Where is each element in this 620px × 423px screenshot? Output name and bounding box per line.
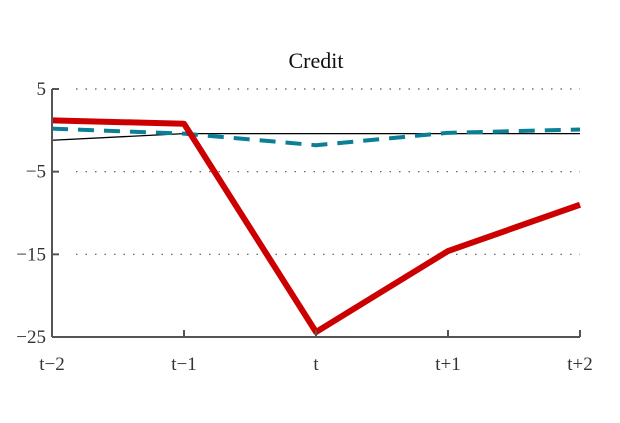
x-tick-label-4: t+2 [567, 354, 593, 375]
y-tick-label-0: 5 [37, 79, 47, 100]
axes: 5 −5 −15 −25 t−2 t−1 t t+1 t+2 [16, 79, 592, 375]
x-tick-label-1: t−1 [171, 354, 197, 375]
series-line-1 [51, 126, 581, 148]
y-tick-label-2: −15 [16, 244, 46, 265]
chart-title: Credit [289, 48, 344, 73]
series-line-2 [51, 132, 580, 141]
series-group [51, 117, 581, 336]
x-tick-label-0: t−2 [39, 354, 65, 375]
y-tick-label-1: −5 [26, 162, 46, 183]
y-tick-label-3: −25 [16, 327, 46, 348]
x-tick-label-2: t [313, 354, 319, 375]
series-line-0 [51, 117, 581, 336]
x-tick-label-3: t+1 [435, 354, 461, 375]
